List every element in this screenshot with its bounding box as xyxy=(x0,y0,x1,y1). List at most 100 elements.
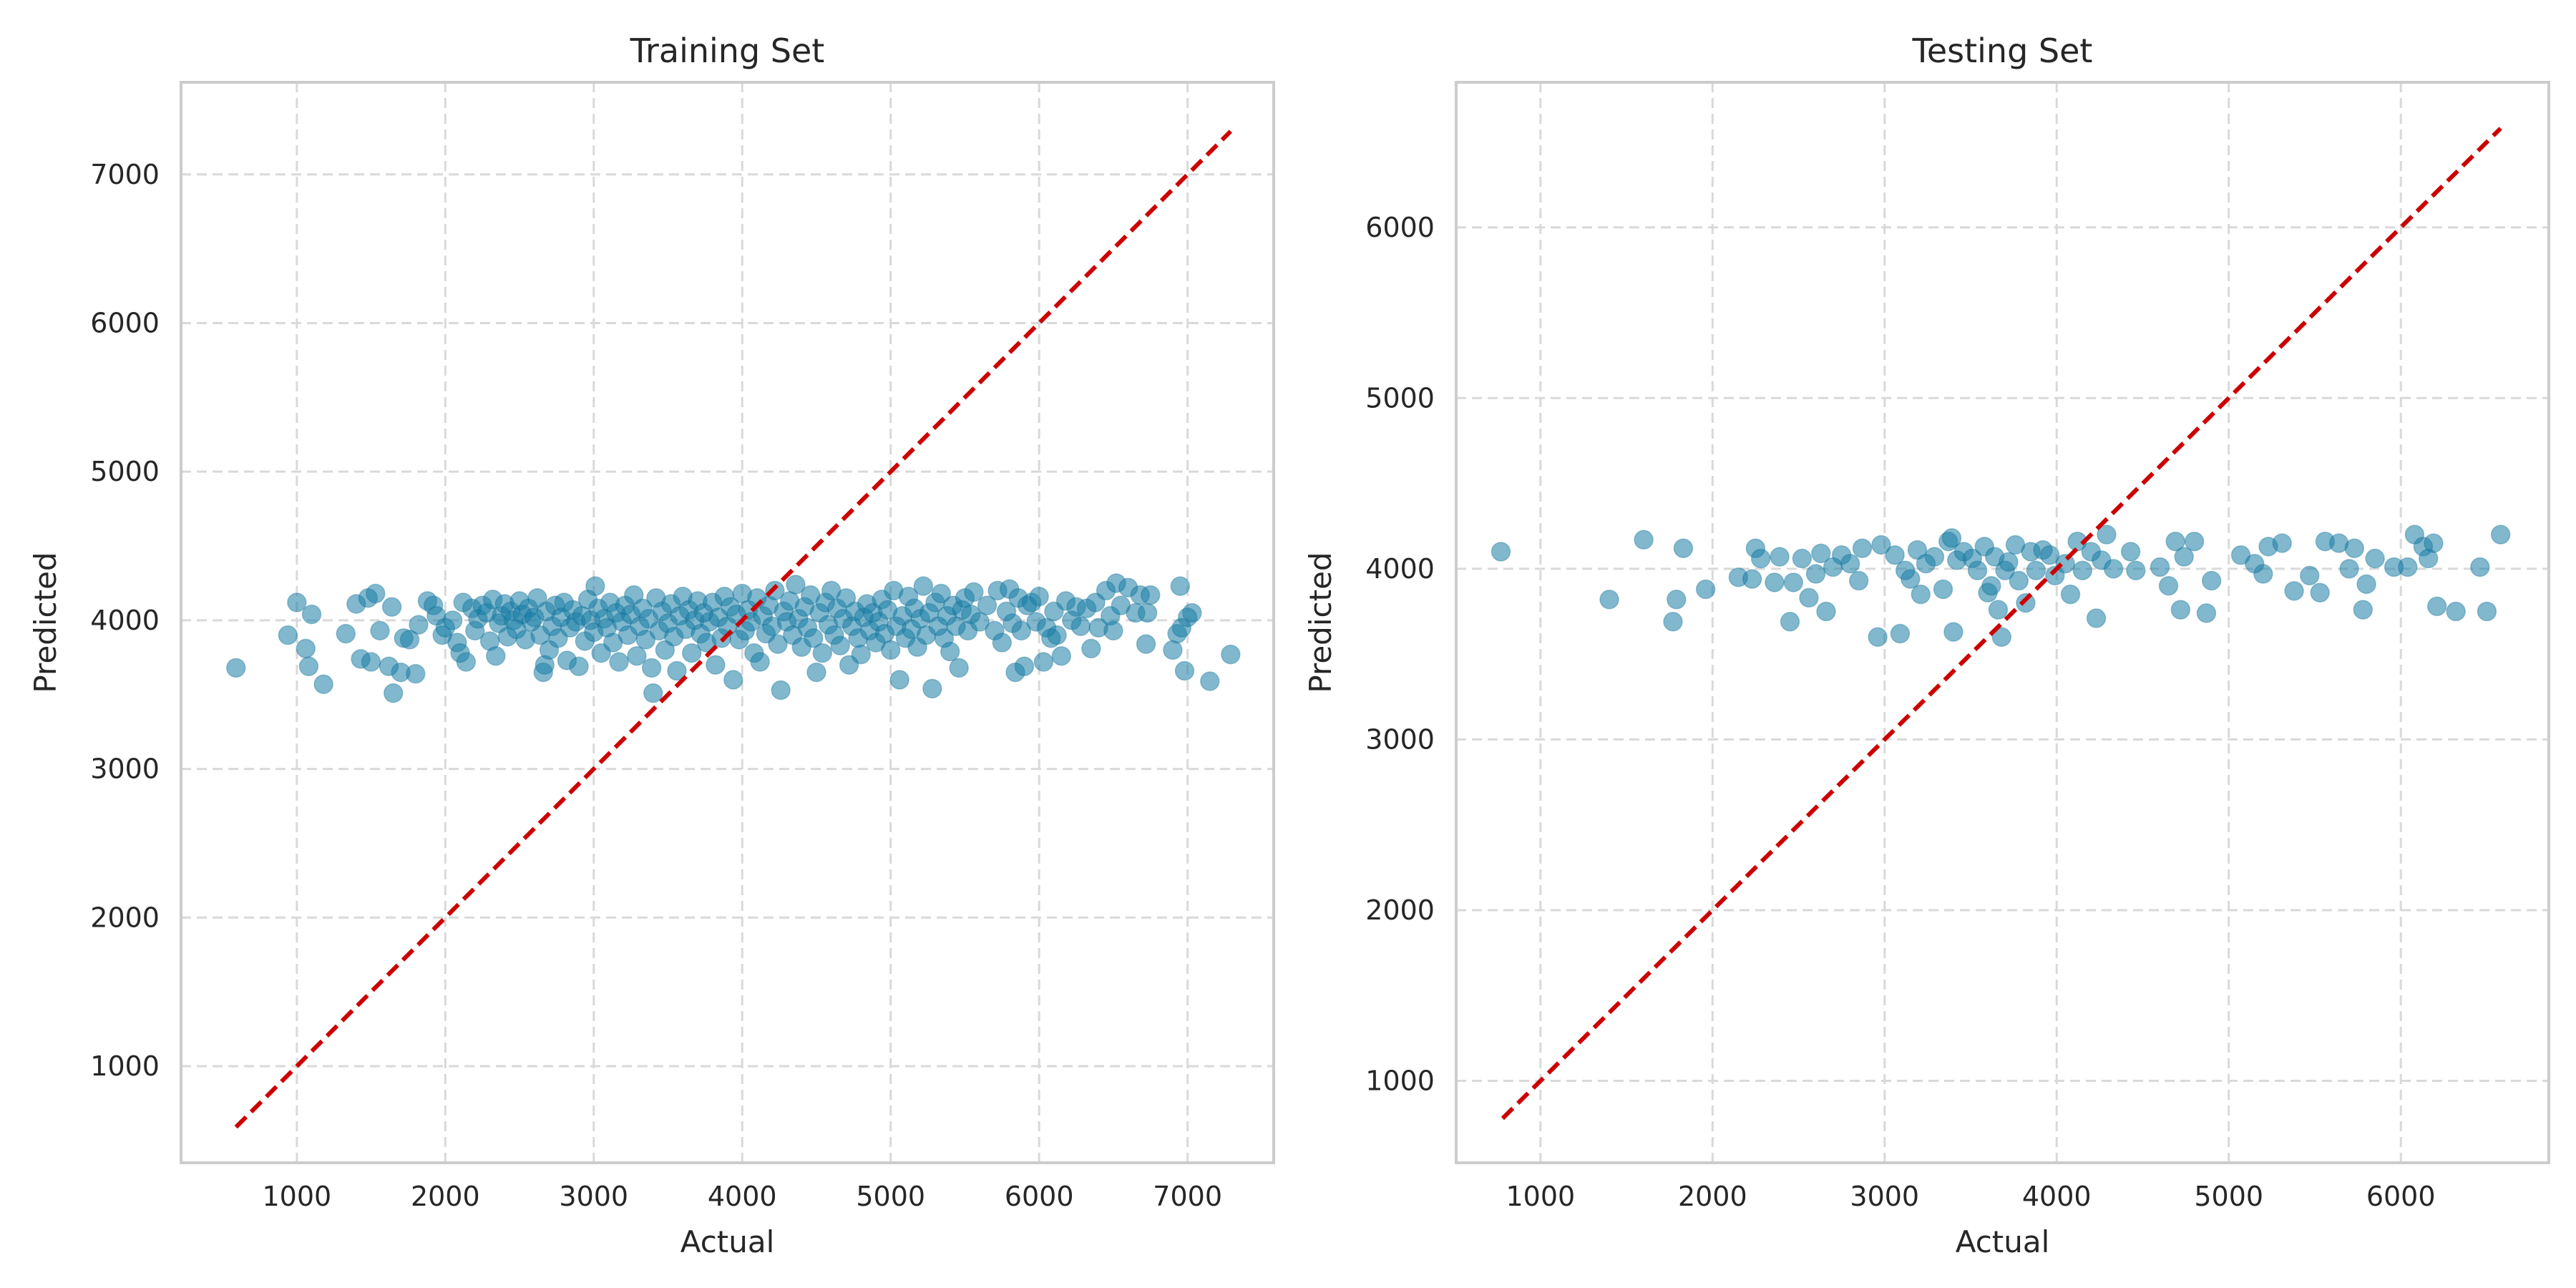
data-point xyxy=(771,680,791,701)
y-axis-label: Predicted xyxy=(1303,552,1338,693)
data-point xyxy=(381,597,402,617)
data-point xyxy=(2490,525,2511,545)
chart-title: Training Set xyxy=(630,31,825,70)
data-point xyxy=(1634,530,1654,550)
data-point xyxy=(1695,579,1716,600)
data-point xyxy=(1599,590,1619,610)
data-point xyxy=(2310,582,2330,603)
data-point xyxy=(830,635,850,655)
plot-frame xyxy=(1455,81,2550,1164)
data-point xyxy=(2126,560,2146,580)
data-point xyxy=(1799,587,1819,608)
reference-line xyxy=(234,130,1232,1129)
x-tick-label: 7000 xyxy=(1153,1181,1222,1212)
data-point xyxy=(836,587,857,608)
x-tick-label: 6000 xyxy=(1005,1181,1074,1212)
x-tick-label: 4000 xyxy=(708,1181,777,1212)
data-point xyxy=(2103,559,2124,579)
data-point xyxy=(1988,600,2009,620)
data-point xyxy=(1840,553,1860,574)
data-point xyxy=(2398,557,2418,577)
data-point xyxy=(1182,602,1202,623)
y-tick-label: 2000 xyxy=(1365,894,1435,926)
data-point xyxy=(527,587,547,608)
data-point xyxy=(1848,570,1869,591)
data-point xyxy=(2072,560,2093,580)
data-point xyxy=(409,615,429,635)
data-point xyxy=(2120,542,2141,562)
data-point xyxy=(1163,640,1183,660)
x-tick-label: 3000 xyxy=(1850,1181,1919,1212)
data-point xyxy=(2299,565,2320,586)
training-set-panel: 1000 2000 3000 4000 5000 6000 7000 1000 2000 3000… xyxy=(28,31,1275,1259)
data-point xyxy=(768,634,788,654)
data-point xyxy=(2055,553,2076,574)
data-point xyxy=(2150,557,2170,577)
data-point xyxy=(2009,570,2029,591)
data-point xyxy=(1491,542,1511,562)
data-point xyxy=(880,640,901,660)
data-point xyxy=(643,683,663,703)
data-point xyxy=(1911,584,1931,605)
data-point xyxy=(1933,579,1953,600)
data-point xyxy=(370,620,390,641)
data-point xyxy=(624,585,644,605)
y-tick-label: 6000 xyxy=(90,307,160,338)
data-point xyxy=(2344,538,2365,558)
data-point xyxy=(2184,531,2205,552)
data-point xyxy=(2196,603,2217,623)
data-point xyxy=(1070,616,1091,636)
data-point xyxy=(1783,572,1804,592)
data-point xyxy=(992,633,1013,653)
data-point xyxy=(1141,585,1161,605)
y-tick-label: 6000 xyxy=(1365,212,1435,243)
data-point xyxy=(1137,602,1158,623)
data-point xyxy=(1792,548,1813,569)
y-tick-label: 3000 xyxy=(90,753,160,785)
data-point xyxy=(1765,572,1785,592)
data-point xyxy=(1014,656,1035,677)
data-point xyxy=(1136,634,1156,654)
data-point xyxy=(2356,574,2376,595)
data-point xyxy=(2446,601,2466,622)
data-point xyxy=(585,576,605,596)
data-point xyxy=(940,641,960,662)
data-point xyxy=(1924,547,1945,567)
data-point xyxy=(655,640,675,660)
data-point xyxy=(1770,547,1790,567)
data-point xyxy=(406,663,426,684)
data-point xyxy=(1673,538,1694,558)
scatter-series xyxy=(1491,525,2511,648)
data-point xyxy=(1999,552,2019,572)
data-point xyxy=(2165,531,2185,552)
data-point xyxy=(278,625,298,645)
data-point xyxy=(804,628,824,648)
y-tick-label: 2000 xyxy=(90,902,160,933)
data-point xyxy=(812,643,833,663)
data-point xyxy=(949,658,969,678)
data-point xyxy=(723,670,743,690)
data-point xyxy=(1816,601,1836,622)
data-point xyxy=(361,652,381,672)
y-tick-label: 4000 xyxy=(1365,553,1435,585)
data-point xyxy=(1868,627,1888,648)
data-point xyxy=(1943,622,1963,642)
x-tick-label: 5000 xyxy=(2194,1181,2263,1212)
data-point xyxy=(296,638,316,659)
data-point xyxy=(609,652,629,672)
data-point xyxy=(1103,620,1123,641)
data-point xyxy=(1967,560,1988,580)
data-point xyxy=(1033,652,1054,672)
data-point xyxy=(1047,625,1067,645)
data-point xyxy=(287,592,307,613)
data-point xyxy=(681,643,702,663)
data-point xyxy=(964,582,984,602)
x-tick-label: 4000 xyxy=(2022,1181,2092,1212)
y-tick-label: 1000 xyxy=(90,1050,160,1082)
data-point xyxy=(2426,596,2447,617)
y-tick-label: 5000 xyxy=(1365,382,1435,414)
data-point xyxy=(2353,600,2373,620)
y-tick-label: 4000 xyxy=(90,605,160,636)
data-point xyxy=(2284,581,2304,601)
data-point xyxy=(1081,638,1101,659)
